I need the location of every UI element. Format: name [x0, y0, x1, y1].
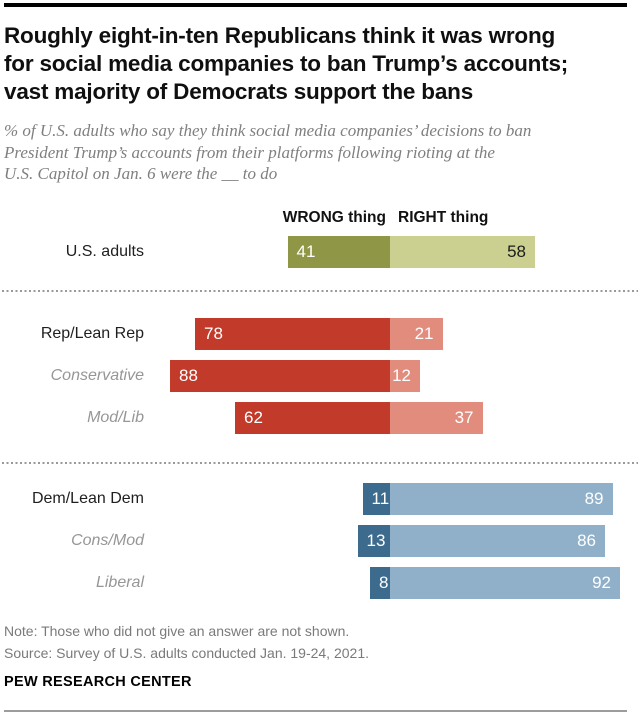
- note-text: Note: Those who did not give an answer a…: [4, 623, 350, 639]
- bar-row: U.S. adults 41 58: [0, 236, 639, 268]
- bar-row: Dem/Lean Dem 11 89: [0, 483, 639, 515]
- top-rule: [4, 3, 627, 7]
- legend-right-label: RIGHT thing: [398, 209, 489, 226]
- chart-subtitle-line-1: % of U.S. adults who say they think soci…: [4, 121, 532, 140]
- chart-title-line-1: Roughly eight-in-ten Republicans think i…: [4, 23, 556, 48]
- bar-row-label: Rep/Lean Rep: [40, 325, 144, 342]
- dotted-separator-bottom: [2, 462, 638, 464]
- wrong-value-label: 13: [366, 531, 386, 550]
- bar-row-label: Conservative: [50, 367, 144, 384]
- chart-title: Roughly eight-in-ten Republicans think i…: [4, 22, 636, 106]
- right-bar-segment: 37: [390, 402, 483, 434]
- wrong-bar-segment: 62: [235, 402, 390, 434]
- right-bar-segment: 12: [390, 360, 420, 392]
- source-text: Source: Survey of U.S. adults conducted …: [4, 645, 369, 661]
- bar-row-label: Liberal: [95, 574, 144, 591]
- right-value-label: 37: [454, 408, 474, 427]
- bar-row-label: Cons/Mod: [71, 532, 144, 549]
- bar-row: Mod/Lib 62 37: [0, 402, 639, 434]
- right-bar-segment: 21: [390, 318, 443, 350]
- wrong-value-label: 41: [296, 242, 316, 261]
- wrong-bar-segment: 78: [195, 318, 390, 350]
- wrong-value-label: 8: [379, 573, 389, 592]
- right-value-label: 92: [592, 573, 611, 592]
- chart-title-line-3: vast majority of Democrats support the b…: [4, 79, 474, 104]
- chart-subtitle-line-3: U.S. Capitol on Jan. 6 were the __ to do: [4, 164, 278, 183]
- bottom-rule: [4, 710, 627, 712]
- right-value-label: 86: [577, 531, 596, 550]
- wrong-value-label: 78: [204, 324, 223, 343]
- wrong-bar-segment: 13: [357, 525, 390, 557]
- right-bar-segment: 89: [390, 483, 613, 515]
- wrong-value-label: 11: [371, 489, 390, 508]
- right-value-label: 58: [507, 242, 526, 261]
- legend-wrong-label: WRONG thing: [282, 209, 386, 226]
- chart-subtitle-line-2: President Trump’s accounts from their pl…: [4, 142, 495, 162]
- bar-row: Liberal 8 92: [0, 567, 639, 599]
- chart-title-line-2: for social media companies to ban Trump’…: [4, 51, 569, 76]
- brand-footer: PEW RESEARCH CENTER: [4, 674, 192, 690]
- bar-row: Conservative 88 12: [0, 360, 639, 392]
- wrong-bar-segment: 88: [170, 360, 390, 392]
- right-bar-segment: 86: [390, 525, 605, 557]
- wrong-bar-segment: 8: [370, 567, 390, 599]
- right-value-label: 89: [584, 489, 604, 508]
- bar-row: Rep/Lean Rep 78 21: [0, 318, 639, 350]
- bar-row-label: U.S. adults: [65, 243, 144, 260]
- bar-row: Cons/Mod 13 86: [0, 525, 639, 557]
- right-bar-segment: 92: [390, 567, 620, 599]
- right-value-label: 21: [414, 324, 434, 343]
- wrong-bar-segment: 11: [362, 483, 390, 515]
- right-bar-segment: 58: [390, 236, 535, 268]
- bar-row-label: Mod/Lib: [87, 409, 144, 426]
- wrong-value-label: 88: [179, 366, 198, 385]
- bar-row-label: Dem/Lean Dem: [31, 490, 144, 507]
- dotted-separator-top: [2, 290, 638, 292]
- chart-subtitle: % of U.S. adults who say they think soci…: [4, 120, 636, 185]
- wrong-value-label: 62: [244, 408, 263, 427]
- right-value-label: 12: [392, 366, 411, 385]
- wrong-bar-segment: 41: [287, 236, 390, 268]
